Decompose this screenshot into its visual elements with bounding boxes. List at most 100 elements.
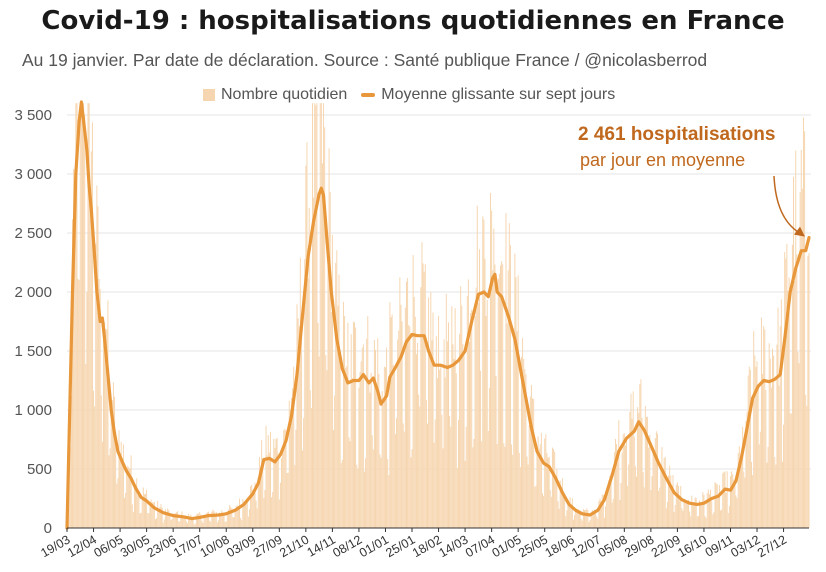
daily-bar xyxy=(505,213,507,528)
daily-bar xyxy=(105,328,107,528)
daily-bar xyxy=(559,480,561,528)
daily-bar xyxy=(800,149,802,528)
daily-bar xyxy=(555,479,557,528)
daily-bar xyxy=(619,500,621,528)
daily-bar xyxy=(651,476,653,528)
annotation-arrowhead xyxy=(794,226,805,237)
daily-bar xyxy=(237,508,239,528)
daily-bar xyxy=(508,223,510,529)
daily-bar xyxy=(643,487,645,528)
daily-bar xyxy=(802,117,804,529)
daily-bar xyxy=(652,447,654,528)
daily-bar xyxy=(102,329,104,528)
daily-bar xyxy=(726,471,728,528)
daily-bar xyxy=(680,485,682,528)
daily-bar xyxy=(366,338,368,528)
daily-bar xyxy=(154,519,156,528)
daily-bar xyxy=(200,514,202,528)
daily-bar xyxy=(600,500,602,528)
daily-bar xyxy=(266,455,268,528)
daily-bar xyxy=(514,253,516,528)
daily-bar xyxy=(797,351,799,528)
daily-bar xyxy=(208,511,210,528)
daily-bar xyxy=(139,513,141,528)
daily-bar xyxy=(275,439,277,528)
daily-bar xyxy=(169,513,171,528)
daily-bar xyxy=(704,516,706,528)
daily-bar xyxy=(767,446,769,528)
daily-bar xyxy=(611,502,613,528)
daily-bar xyxy=(734,479,736,528)
daily-bar xyxy=(164,509,166,528)
daily-bar xyxy=(388,475,390,528)
daily-bar xyxy=(399,277,401,528)
daily-bar xyxy=(565,516,567,528)
y-tick-label: 0 xyxy=(44,520,52,537)
daily-bar xyxy=(605,506,607,528)
daily-bar xyxy=(142,487,144,528)
daily-bar xyxy=(91,122,93,528)
daily-bar xyxy=(160,504,162,528)
daily-bar xyxy=(392,364,394,528)
daily-bar xyxy=(232,517,234,528)
daily-bar xyxy=(436,378,438,528)
daily-bar xyxy=(648,447,650,528)
daily-bar xyxy=(457,419,459,528)
daily-bar xyxy=(175,512,177,528)
daily-bar xyxy=(288,400,290,528)
daily-bar xyxy=(219,512,221,528)
daily-bar xyxy=(633,436,635,528)
daily-bar xyxy=(111,400,113,528)
daily-bar xyxy=(370,372,372,528)
daily-bar xyxy=(679,500,681,528)
daily-bar xyxy=(472,447,474,528)
legend-avg-swatch xyxy=(361,93,376,97)
daily-bar xyxy=(147,513,149,528)
daily-bar xyxy=(588,521,590,528)
daily-bar xyxy=(675,484,677,528)
daily-bar xyxy=(229,505,231,528)
daily-bar xyxy=(140,512,142,528)
daily-bar xyxy=(170,519,172,528)
daily-bar xyxy=(409,326,411,528)
daily-bar xyxy=(199,512,201,528)
daily-bar xyxy=(324,127,326,528)
daily-bar xyxy=(710,489,712,528)
daily-bar xyxy=(691,495,693,528)
daily-bar xyxy=(616,444,618,528)
daily-bar xyxy=(120,441,122,528)
daily-bar xyxy=(449,416,451,528)
daily-bar xyxy=(649,434,651,528)
daily-bar xyxy=(372,449,374,528)
daily-bar xyxy=(162,522,164,528)
daily-bar xyxy=(367,316,369,528)
daily-bar xyxy=(483,219,485,528)
daily-bar xyxy=(242,499,244,528)
daily-bar xyxy=(369,392,371,528)
daily-bar xyxy=(578,511,580,528)
daily-bar xyxy=(174,512,176,528)
daily-bar xyxy=(308,207,310,528)
daily-bar xyxy=(542,493,543,528)
daily-bar xyxy=(328,148,330,528)
daily-bar xyxy=(762,373,764,528)
daily-bar xyxy=(687,499,689,528)
daily-bar xyxy=(550,496,552,528)
daily-bar xyxy=(528,424,530,528)
daily-bar xyxy=(584,510,586,528)
daily-bar xyxy=(470,313,472,528)
daily-bar xyxy=(425,399,427,528)
daily-bar xyxy=(362,344,364,528)
daily-bar xyxy=(568,506,570,528)
daily-bar xyxy=(302,450,304,528)
daily-bar xyxy=(766,462,768,528)
daily-bar xyxy=(277,453,279,528)
daily-bar xyxy=(341,459,343,528)
daily-bar xyxy=(119,458,121,528)
daily-bar xyxy=(717,496,719,528)
daily-bar xyxy=(316,103,318,528)
daily-bar xyxy=(456,468,458,528)
avg-line xyxy=(65,100,811,530)
daily-bar xyxy=(84,114,86,529)
daily-bar xyxy=(412,255,414,529)
